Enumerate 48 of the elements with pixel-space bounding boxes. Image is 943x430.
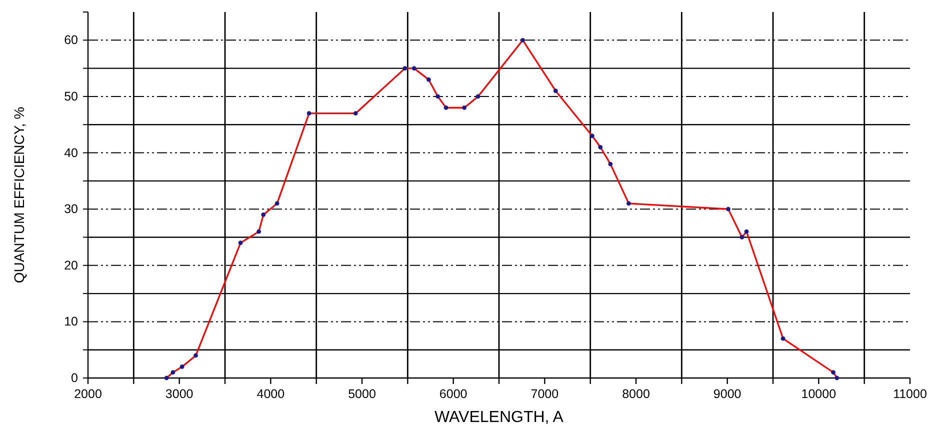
y-tick-label: 20 xyxy=(64,258,78,272)
point xyxy=(834,376,840,380)
x-tick-label: 8000 xyxy=(622,387,650,401)
y-tick-label: 30 xyxy=(64,202,78,216)
x-tick-label: 2000 xyxy=(74,387,102,401)
x-tick-label: 9000 xyxy=(713,387,742,401)
point xyxy=(780,336,786,341)
point xyxy=(353,111,358,116)
point xyxy=(402,66,408,71)
x-tick-label: 10000 xyxy=(801,387,836,401)
point xyxy=(412,66,416,71)
point xyxy=(306,111,312,116)
point xyxy=(180,364,184,369)
point xyxy=(194,353,198,358)
point xyxy=(164,376,169,380)
point xyxy=(274,201,280,206)
x-tick-label: 3000 xyxy=(165,387,194,401)
point xyxy=(436,94,440,99)
y-axis-title: QUANTUM EFFICIENCY, % xyxy=(11,106,27,284)
point xyxy=(476,94,480,99)
x-tick-label: 11000 xyxy=(893,387,927,401)
point xyxy=(444,106,448,110)
point xyxy=(426,77,431,82)
point xyxy=(608,162,613,166)
x-tick-label: 6000 xyxy=(439,387,468,401)
point xyxy=(590,134,594,138)
y-tick-label: 60 xyxy=(64,33,78,48)
y-tick-label: 50 xyxy=(64,89,78,104)
x-tick-label: 7000 xyxy=(530,387,559,401)
y-tick-label: 40 xyxy=(64,146,78,160)
x-axis-title: WAVELENGTH, A xyxy=(434,409,564,426)
x-tick-label: 5000 xyxy=(348,387,376,401)
x-tick-label: 4000 xyxy=(256,387,285,401)
point xyxy=(170,370,176,375)
point xyxy=(261,212,266,217)
point xyxy=(744,229,749,234)
point xyxy=(256,229,261,234)
point xyxy=(553,88,558,94)
point xyxy=(462,106,466,110)
point xyxy=(520,38,525,42)
point xyxy=(831,370,836,375)
point xyxy=(726,206,730,212)
point xyxy=(626,201,631,206)
point xyxy=(740,235,744,240)
y-tick-label: 10 xyxy=(64,314,78,329)
point xyxy=(598,144,603,150)
y-tick-label: 0 xyxy=(71,371,78,385)
point xyxy=(238,240,243,246)
